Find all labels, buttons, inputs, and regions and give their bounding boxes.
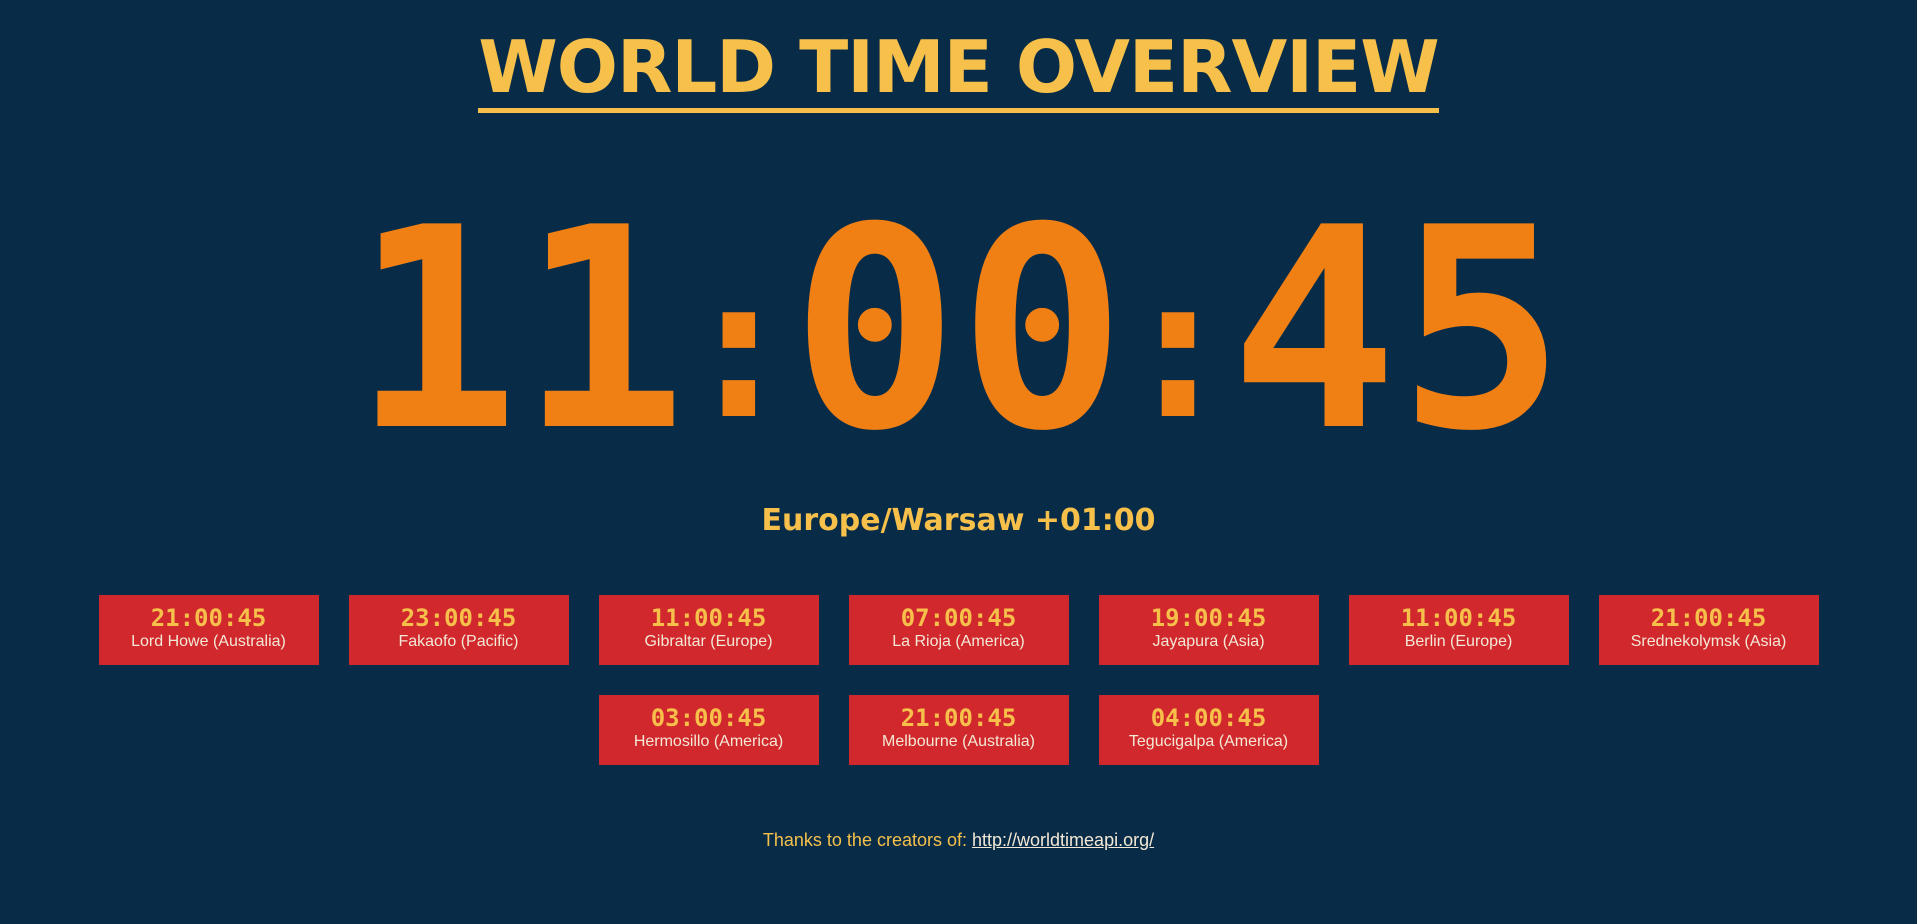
main-timezone-label: Europe/Warsaw +01:00 <box>761 503 1156 538</box>
main-clock-seconds: 45 <box>1230 168 1566 492</box>
main-clock: 11:00:45 <box>0 191 1917 492</box>
timezone-card-name: Jayapura (Asia) <box>1152 633 1265 650</box>
timezone-card[interactable]: 21:00:45 Srednekolymsk (Asia) <box>1598 595 1819 665</box>
footer-thanks-text: Thanks to the creators of: <box>762 830 967 850</box>
timezone-card-time: 21:00:45 <box>900 704 1017 732</box>
timezone-card[interactable]: 03:00:45 Hermosillo (America) <box>598 695 819 765</box>
timezone-card-time: 07:00:45 <box>900 604 1017 632</box>
timezone-card-name: Tegucigalpa (America) <box>1128 733 1289 750</box>
timezone-card-time: 21:00:45 <box>1650 604 1767 632</box>
timezone-grid: 21:00:45 Lord Howe (Australia) 23:00:45 … <box>85 595 1832 765</box>
timezone-card-time: 11:00:45 <box>1400 604 1517 632</box>
main-clock-separator: : <box>1117 231 1239 464</box>
timezone-card[interactable]: 23:00:45 Fakaofo (Pacific) <box>348 595 569 665</box>
timezone-card[interactable]: 11:00:45 Gibraltar (Europe) <box>598 595 819 665</box>
timezone-card[interactable]: 04:00:45 Tegucigalpa (America) <box>1098 695 1319 765</box>
main-clock-hours: 11 <box>351 168 687 492</box>
timezone-card[interactable]: 19:00:45 Jayapura (Asia) <box>1098 595 1319 665</box>
main-clock-separator: : <box>678 231 800 464</box>
timezone-card-name: Berlin (Europe) <box>1404 633 1513 650</box>
timezone-card[interactable]: 11:00:45 Berlin (Europe) <box>1348 595 1569 665</box>
timezone-card-name: Fakaofo (Pacific) <box>398 633 519 650</box>
timezone-card[interactable]: 21:00:45 Lord Howe (Australia) <box>98 595 319 665</box>
worldtimeapi-link[interactable]: http://worldtimeapi.org/ <box>972 830 1155 850</box>
timezone-card-time: 23:00:45 <box>400 604 517 632</box>
timezone-card-time: 04:00:45 <box>1150 704 1267 732</box>
page-title: WORLD TIME OVERVIEW <box>478 28 1440 113</box>
timezone-card-time: 21:00:45 <box>150 604 267 632</box>
timezone-card-name: La Rioja (America) <box>892 633 1025 650</box>
timezone-card-time: 03:00:45 <box>650 704 767 732</box>
timezone-card-name: Lord Howe (Australia) <box>131 633 286 650</box>
timezone-card-name: Srednekolymsk (Asia) <box>1630 633 1787 650</box>
timezone-card-name: Gibraltar (Europe) <box>644 633 773 650</box>
timezone-card[interactable]: 21:00:45 Melbourne (Australia) <box>848 695 1069 765</box>
main-clock-minutes: 00 <box>791 168 1126 492</box>
page-title-container: WORLD TIME OVERVIEW <box>0 28 1917 113</box>
footer: Thanks to the creators of: http://worldt… <box>0 828 1917 852</box>
timezone-card-name: Melbourne (Australia) <box>882 733 1035 750</box>
timezone-card-time: 19:00:45 <box>1150 604 1267 632</box>
timezone-card-name: Hermosillo (America) <box>633 733 784 750</box>
timezone-card-time: 11:00:45 <box>650 604 767 632</box>
timezone-card[interactable]: 07:00:45 La Rioja (America) <box>848 595 1069 665</box>
